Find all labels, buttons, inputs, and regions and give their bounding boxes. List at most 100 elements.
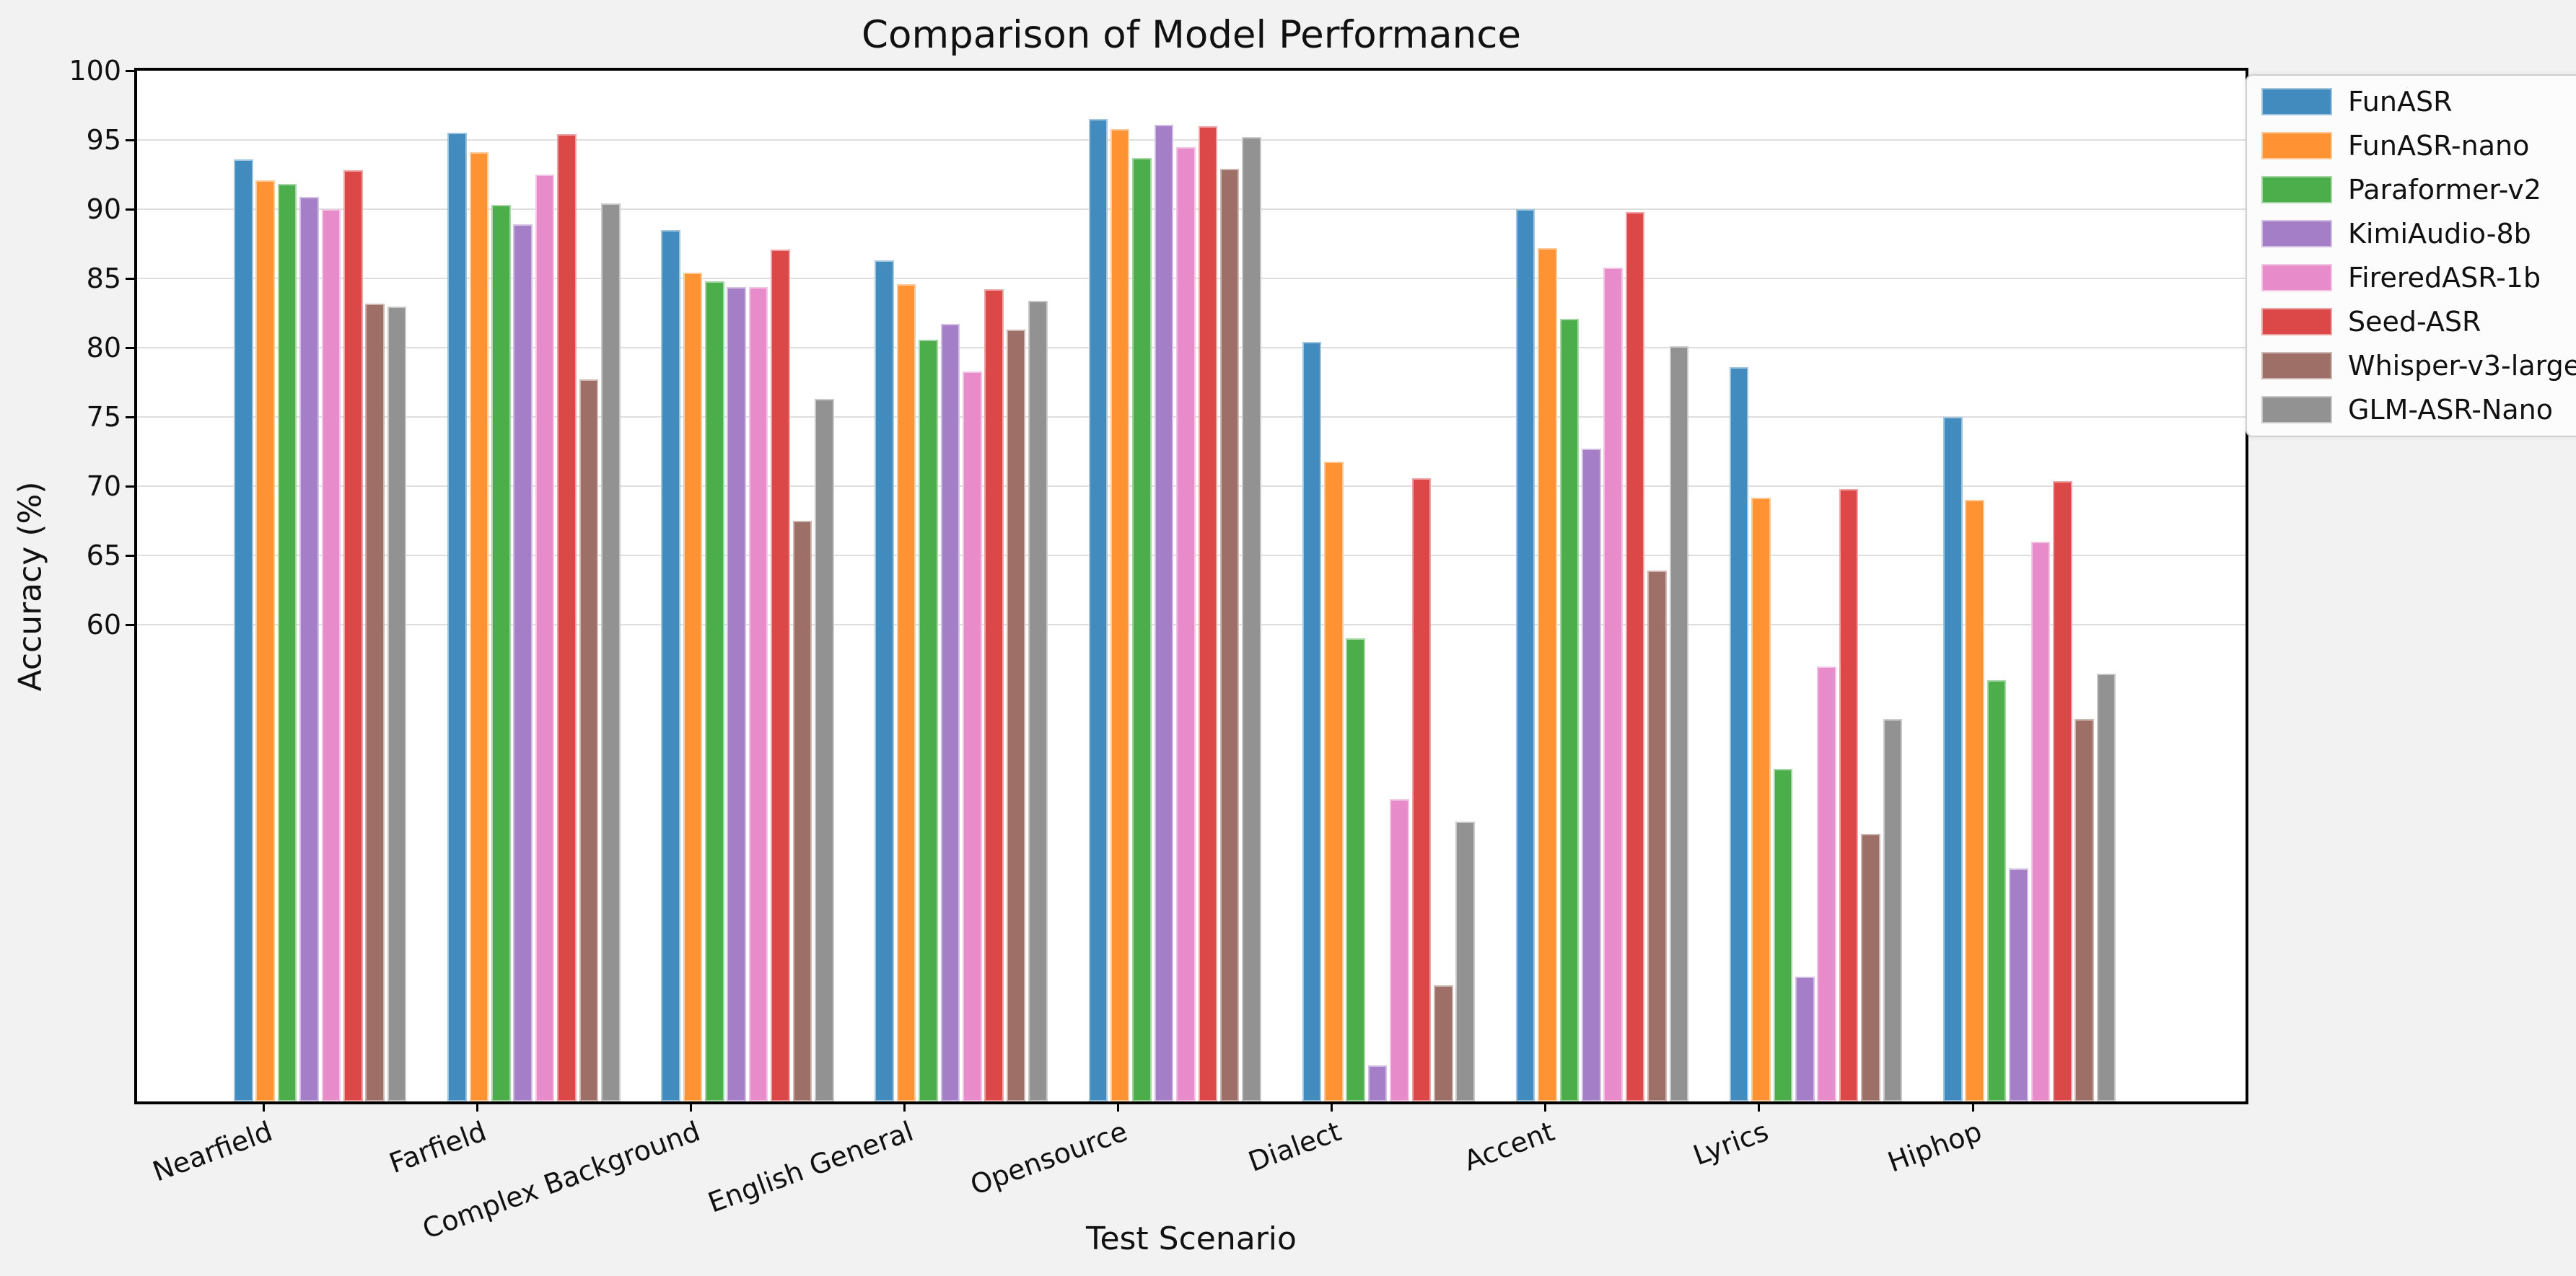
bar-fireredasr-1b-lyrics	[1817, 666, 1837, 1101]
x-category-label-english-general: English General	[704, 1115, 918, 1219]
bar-funasr-nano-farfield	[469, 152, 489, 1101]
bar-seed-asr-lyrics	[1839, 489, 1859, 1101]
legend-swatch-seed-asr	[2261, 308, 2332, 335]
y-tick-label-80: 80	[86, 332, 121, 364]
y-tick-mark-75	[126, 415, 136, 418]
bar-whisper-v3-large-nearfield	[365, 303, 385, 1101]
bar-funasr-farfield	[447, 133, 467, 1101]
bar-whisper-v3-large-accent	[1647, 571, 1667, 1101]
legend-items: FunASR FunASR-nano Paraformer-v2 KimiAudio-…	[2261, 87, 2576, 424]
x-category-label-nearfield: Nearfield	[149, 1115, 277, 1188]
bar-paraformer-v2-nearfield	[277, 184, 297, 1101]
y-tick-label-75: 75	[86, 401, 121, 434]
bar-paraformer-v2-dialect	[1346, 638, 1366, 1101]
bar-glm-asr-nano-complex-background	[815, 399, 834, 1101]
bar-fireredasr-1b-farfield	[535, 175, 555, 1101]
bar-whisper-v3-large-farfield	[579, 379, 599, 1101]
bar-funasr-nano-lyrics	[1751, 497, 1771, 1101]
x-tick-mark-accent	[1544, 1101, 1547, 1112]
bar-paraformer-v2-accent	[1559, 318, 1580, 1101]
x-tick-mark-dialect	[1331, 1101, 1333, 1112]
legend-item-kimiaudio-8b: KimiAudio-8b	[2261, 219, 2576, 248]
legend-item-paraformer-v2: Paraformer-v2	[2261, 175, 2576, 204]
bar-seed-asr-english-general	[984, 289, 1004, 1101]
legend-item-whisper-v3-large: Whisper-v3-large	[2261, 351, 2576, 380]
bar-glm-asr-nano-hiphop	[2096, 673, 2116, 1101]
legend-swatch-paraformer-v2	[2261, 176, 2332, 203]
x-category-label-lyrics: Lyrics	[1688, 1115, 1773, 1172]
legend-swatch-whisper-v3-large	[2261, 352, 2332, 379]
bar-funasr-accent	[1515, 209, 1535, 1101]
bar-funasr-nearfield	[234, 159, 253, 1101]
y-tick-mark-100	[126, 69, 136, 72]
bar-kimiaudio-8b-complex-background	[727, 286, 747, 1101]
x-category-label-hiphop: Hiphop	[1883, 1115, 1986, 1179]
y-tick-mark-65	[126, 554, 136, 557]
x-category-label-dialect: Dialect	[1244, 1115, 1345, 1178]
legend-label-seed-asr: Seed-ASR	[2348, 306, 2481, 338]
y-tick-label-65: 65	[86, 540, 121, 572]
legend-label-glm-asr-nano: GLM-ASR-Nano	[2348, 394, 2554, 426]
bar-whisper-v3-large-hiphop	[2075, 718, 2094, 1101]
bar-glm-asr-nano-nearfield	[387, 306, 407, 1101]
bar-funasr-nano-accent	[1538, 247, 1557, 1101]
legend-label-funasr: FunASR	[2348, 86, 2453, 118]
y-axis-title: Accuracy (%)	[12, 481, 49, 692]
gridline-95	[137, 139, 2246, 141]
bar-paraformer-v2-farfield	[491, 205, 511, 1101]
bar-kimiaudio-8b-farfield	[513, 224, 533, 1101]
bar-whisper-v3-large-complex-background	[792, 521, 812, 1101]
x-tick-mark-nearfield	[262, 1101, 265, 1112]
bar-funasr-opensource	[1088, 119, 1108, 1101]
bar-kimiaudio-8b-lyrics	[1795, 977, 1815, 1101]
legend-label-fireredasr-1b: FireredASR-1b	[2348, 262, 2541, 294]
y-tick-label-60: 60	[86, 609, 121, 641]
x-tick-mark-english-general	[903, 1101, 906, 1112]
bar-whisper-v3-large-opensource	[1219, 169, 1240, 1101]
legend-label-paraformer-v2: Paraformer-v2	[2348, 174, 2541, 206]
bar-fireredasr-1b-dialect	[1390, 799, 1409, 1101]
bar-kimiaudio-8b-accent	[1581, 449, 1601, 1101]
y-tick-mark-90	[126, 208, 136, 211]
bar-seed-asr-nearfield	[343, 170, 363, 1101]
bar-kimiaudio-8b-english-general	[940, 324, 960, 1101]
bar-glm-asr-nano-farfield	[600, 203, 621, 1101]
y-tick-label-100: 100	[69, 55, 121, 87]
y-tick-mark-85	[126, 277, 136, 280]
y-tick-label-90: 90	[86, 193, 121, 226]
bar-funasr-english-general	[875, 260, 894, 1101]
bar-whisper-v3-large-english-general	[1006, 330, 1026, 1101]
x-tick-mark-hiphop	[1971, 1101, 1974, 1112]
bar-funasr-complex-background	[661, 229, 680, 1101]
bar-kimiaudio-8b-nearfield	[299, 196, 319, 1101]
bar-whisper-v3-large-lyrics	[1861, 834, 1880, 1101]
bar-whisper-v3-large-dialect	[1434, 985, 1453, 1101]
bar-glm-asr-nano-dialect	[1455, 822, 1476, 1101]
bar-paraformer-v2-english-general	[919, 339, 938, 1101]
bar-fireredasr-1b-accent	[1603, 267, 1623, 1101]
legend-swatch-fireredasr-1b	[2261, 264, 2332, 291]
bar-paraformer-v2-complex-background	[705, 281, 724, 1101]
bar-kimiaudio-8b-opensource	[1154, 124, 1174, 1101]
bar-glm-asr-nano-lyrics	[1883, 718, 1903, 1101]
bar-seed-asr-hiphop	[2053, 480, 2072, 1101]
y-tick-mark-80	[126, 346, 136, 349]
bar-glm-asr-nano-accent	[1669, 346, 1689, 1101]
legend-swatch-glm-asr-nano	[2261, 396, 2332, 423]
legend-item-glm-asr-nano: GLM-ASR-Nano	[2261, 395, 2576, 424]
bar-kimiaudio-8b-hiphop	[2009, 868, 2028, 1101]
legend-item-funasr: FunASR	[2261, 87, 2576, 116]
bar-fireredasr-1b-hiphop	[2030, 542, 2051, 1101]
bar-funasr-nano-english-general	[896, 283, 916, 1101]
x-tick-mark-opensource	[1117, 1101, 1119, 1112]
legend: FunASR FunASR-nano Paraformer-v2 KimiAudio-…	[2246, 74, 2576, 437]
legend-swatch-funasr-nano	[2261, 132, 2332, 159]
bar-seed-asr-farfield	[557, 134, 577, 1101]
chart-title: Comparison of Model Performance	[862, 13, 1521, 57]
bar-fireredasr-1b-nearfield	[321, 209, 341, 1101]
bar-seed-asr-dialect	[1411, 478, 1432, 1101]
bar-funasr-nano-complex-background	[683, 273, 703, 1101]
y-tick-label-95: 95	[86, 124, 121, 157]
y-tick-label-85: 85	[86, 263, 121, 295]
